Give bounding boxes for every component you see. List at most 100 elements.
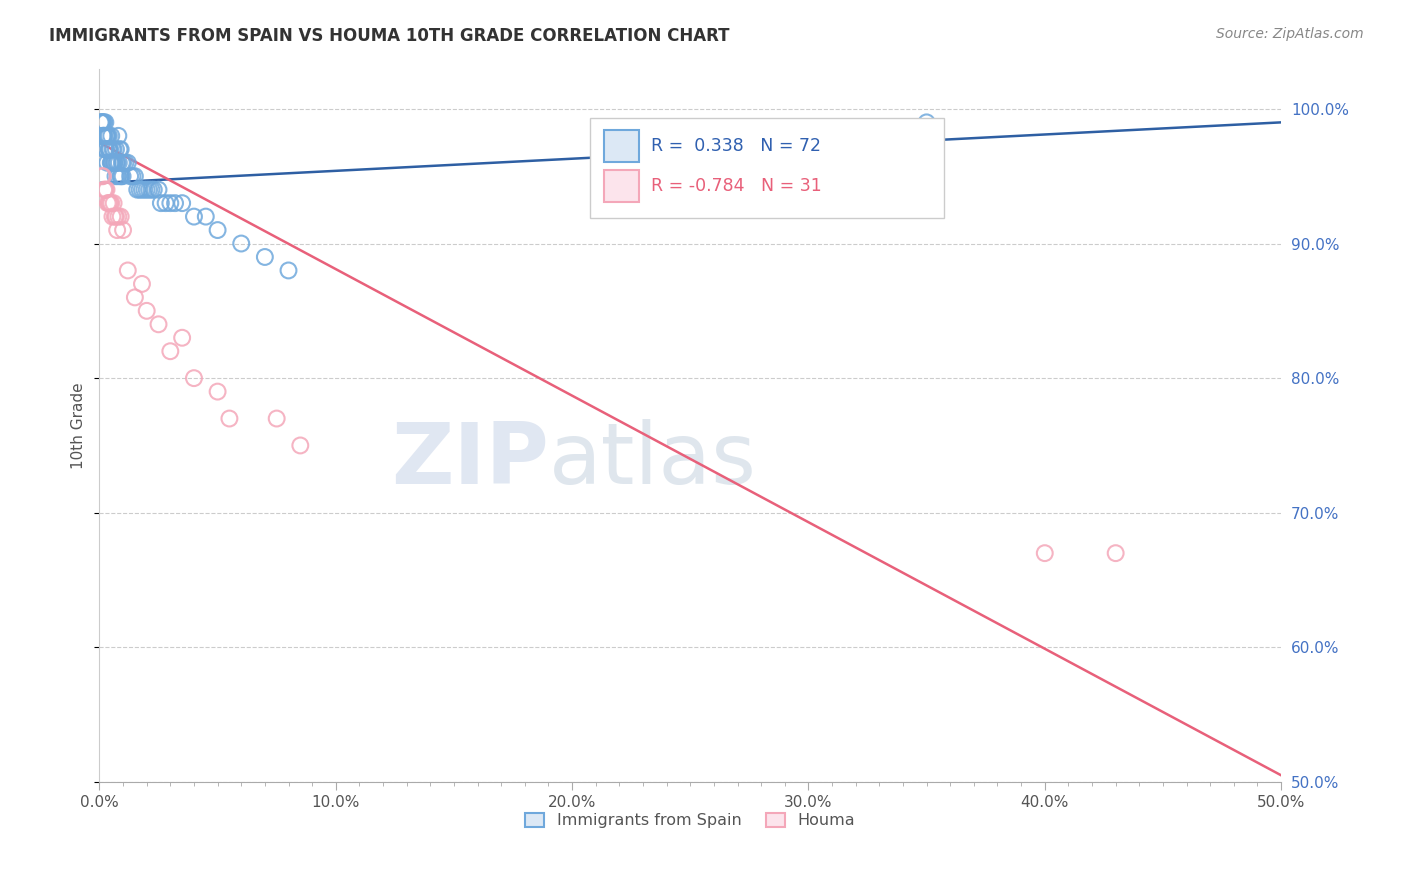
- Point: [93, 128, 115, 143]
- Point: [90, 115, 112, 129]
- Point: [131, 277, 153, 291]
- Point: [110, 142, 132, 156]
- Point: [207, 384, 229, 399]
- Point: [104, 155, 127, 169]
- Point: [110, 169, 132, 184]
- Point: [91, 169, 114, 184]
- Point: [111, 155, 134, 169]
- Point: [98, 142, 121, 156]
- Point: [100, 155, 122, 169]
- Point: [117, 263, 139, 277]
- Point: [97, 196, 120, 211]
- Point: [148, 318, 170, 332]
- Point: [101, 142, 124, 156]
- Point: [138, 183, 160, 197]
- Point: [96, 128, 118, 143]
- Point: [114, 155, 136, 169]
- Point: [108, 155, 131, 169]
- Point: [142, 183, 165, 197]
- Text: Source: ZipAtlas.com: Source: ZipAtlas.com: [1216, 27, 1364, 41]
- Point: [131, 183, 153, 197]
- Point: [1105, 546, 1128, 560]
- Point: [134, 183, 156, 197]
- Point: [155, 196, 177, 211]
- Point: [98, 142, 121, 156]
- Point: [94, 183, 117, 197]
- Point: [94, 142, 117, 156]
- Point: [97, 196, 120, 211]
- Point: [96, 155, 118, 169]
- Point: [103, 196, 125, 211]
- Point: [111, 169, 134, 184]
- Text: atlas: atlas: [548, 419, 756, 502]
- Point: [183, 371, 205, 385]
- Point: [218, 411, 240, 425]
- Point: [148, 183, 170, 197]
- Point: [117, 155, 139, 169]
- Point: [94, 142, 117, 156]
- Point: [110, 169, 132, 184]
- Point: [107, 128, 129, 143]
- Point: [94, 115, 117, 129]
- FancyBboxPatch shape: [605, 129, 640, 161]
- Point: [100, 196, 122, 211]
- Point: [121, 169, 143, 184]
- Point: [124, 290, 146, 304]
- Point: [112, 155, 135, 169]
- Point: [93, 128, 115, 143]
- Point: [105, 155, 128, 169]
- Point: [135, 303, 157, 318]
- Point: [290, 438, 312, 452]
- Point: [91, 115, 114, 129]
- Point: [93, 128, 115, 143]
- Point: [91, 128, 114, 143]
- Point: [277, 263, 299, 277]
- Point: [93, 142, 115, 156]
- Point: [93, 115, 115, 129]
- Point: [96, 128, 118, 143]
- Point: [207, 223, 229, 237]
- Point: [97, 142, 120, 156]
- Point: [266, 411, 288, 425]
- Text: R =  0.338   N = 72: R = 0.338 N = 72: [651, 136, 821, 154]
- Point: [165, 196, 187, 211]
- Point: [105, 155, 128, 169]
- Point: [183, 210, 205, 224]
- Point: [104, 210, 127, 224]
- FancyBboxPatch shape: [591, 119, 945, 219]
- Point: [127, 183, 149, 197]
- Point: [98, 196, 121, 211]
- Point: [915, 115, 938, 129]
- Point: [128, 183, 150, 197]
- Point: [91, 115, 114, 129]
- Point: [93, 183, 115, 197]
- Point: [105, 223, 128, 237]
- Point: [100, 128, 122, 143]
- FancyBboxPatch shape: [605, 170, 640, 202]
- Point: [110, 210, 132, 224]
- Point: [101, 155, 124, 169]
- Point: [172, 331, 194, 345]
- Text: ZIP: ZIP: [391, 419, 548, 502]
- Text: R = -0.784   N = 31: R = -0.784 N = 31: [651, 178, 823, 195]
- Y-axis label: 10th Grade: 10th Grade: [72, 382, 86, 468]
- Point: [141, 183, 163, 197]
- Point: [107, 169, 129, 184]
- Point: [194, 210, 217, 224]
- Legend: Immigrants from Spain, Houma: Immigrants from Spain, Houma: [519, 806, 862, 835]
- Point: [149, 196, 172, 211]
- Point: [97, 142, 120, 156]
- Point: [107, 210, 129, 224]
- Point: [100, 155, 122, 169]
- Point: [112, 223, 135, 237]
- Point: [159, 344, 181, 359]
- Point: [90, 115, 112, 129]
- Point: [253, 250, 276, 264]
- Point: [104, 210, 127, 224]
- Point: [100, 155, 122, 169]
- Point: [108, 142, 131, 156]
- Point: [135, 183, 157, 197]
- Point: [97, 128, 120, 143]
- Point: [90, 115, 112, 129]
- Point: [159, 196, 181, 211]
